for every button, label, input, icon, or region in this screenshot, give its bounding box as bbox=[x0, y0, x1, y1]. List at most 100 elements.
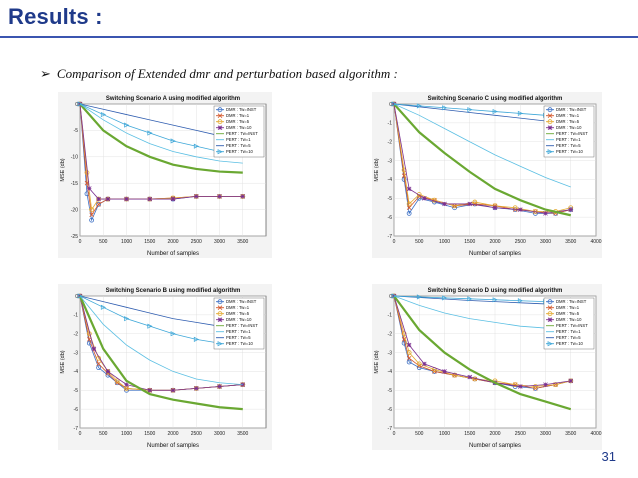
data-point bbox=[217, 384, 222, 389]
series-line bbox=[393, 103, 571, 217]
y-tick-label: -4 bbox=[388, 177, 393, 183]
legend-marker bbox=[217, 317, 223, 322]
data-point bbox=[416, 294, 423, 300]
series-line bbox=[78, 295, 243, 411]
legend-marker bbox=[547, 149, 553, 155]
legend-label: DMR : Tw=1 bbox=[226, 113, 250, 118]
data-point bbox=[96, 365, 101, 371]
arrow-bullet-icon: ➢ bbox=[40, 66, 51, 82]
data-point bbox=[170, 138, 176, 144]
x-tick-label: 500 bbox=[99, 431, 108, 437]
legend-label: PERT : Tw=1 bbox=[556, 329, 581, 334]
legend-label: DMR : Tw=10 bbox=[556, 317, 582, 322]
y-axis-label: MSE (db) bbox=[60, 158, 66, 181]
series-pert-tw-inst bbox=[79, 103, 243, 174]
legend-label: PERT : Tw=5 bbox=[556, 143, 581, 148]
y-tick-label: -7 bbox=[388, 234, 393, 240]
series-pert-tw-inst bbox=[393, 103, 571, 217]
data-point bbox=[492, 205, 498, 210]
series-line bbox=[393, 295, 571, 331]
chart-scenario-d: Switching Scenario D using modified algo… bbox=[372, 284, 602, 450]
data-point bbox=[406, 359, 412, 365]
x-tick-label: 3500 bbox=[565, 431, 576, 437]
data-point bbox=[147, 196, 153, 202]
series-pert-tw-1 bbox=[393, 295, 571, 331]
y-tick-label: -1 bbox=[74, 313, 79, 319]
legend-label: DMR : Tw=5 bbox=[226, 119, 250, 124]
x-tick-label: 1500 bbox=[464, 431, 475, 437]
data-point bbox=[193, 336, 200, 342]
series-pert-tw-1 bbox=[79, 103, 243, 164]
chart-scenario-a: Switching Scenario A using modified algo… bbox=[58, 92, 272, 258]
data-point bbox=[517, 110, 524, 116]
legend-marker bbox=[547, 125, 553, 130]
legend-label: DMR : Tw=INST bbox=[226, 107, 257, 112]
y-tick-label: -4 bbox=[74, 369, 79, 375]
series-pert-tw-1 bbox=[393, 103, 571, 188]
series-line bbox=[79, 103, 243, 174]
legend-marker bbox=[547, 317, 553, 322]
data-point bbox=[147, 130, 153, 136]
x-tick-label: 4000 bbox=[590, 431, 601, 437]
x-tick-label: 3000 bbox=[540, 239, 551, 245]
series-line bbox=[393, 295, 571, 387]
data-point bbox=[467, 201, 473, 207]
legend-box bbox=[213, 105, 265, 158]
y-tick-label: -25 bbox=[71, 234, 78, 240]
data-point bbox=[89, 217, 95, 223]
y-tick-label: -6 bbox=[74, 407, 79, 413]
x-tick-label: 3000 bbox=[540, 431, 551, 437]
x-tick-label: 2000 bbox=[167, 239, 178, 245]
x-tick-label: 2500 bbox=[191, 431, 202, 437]
y-tick-label: 0 bbox=[75, 294, 78, 300]
series-line bbox=[393, 103, 571, 215]
x-tick-label: 0 bbox=[393, 239, 396, 245]
y-axis-label: MSE (db) bbox=[374, 158, 380, 181]
x-axis-label: Number of samples bbox=[469, 443, 521, 449]
data-point bbox=[100, 111, 107, 118]
data-point bbox=[416, 192, 422, 197]
legend-label: PERT : Tw=5 bbox=[226, 143, 251, 148]
legend-marker bbox=[217, 125, 223, 130]
y-tick-label: -20 bbox=[71, 207, 78, 213]
data-point bbox=[86, 340, 92, 346]
data-point bbox=[568, 378, 574, 384]
legend-label: PERT : Tw=10 bbox=[226, 149, 254, 154]
data-point bbox=[492, 108, 498, 115]
data-point bbox=[442, 105, 448, 111]
y-axis-label: MSE (db) bbox=[374, 350, 380, 373]
chart-title: Switching Scenario B using modified algo… bbox=[106, 288, 241, 294]
data-point bbox=[472, 199, 478, 205]
series-pert-tw-1 bbox=[79, 295, 243, 386]
data-point bbox=[467, 374, 473, 380]
x-tick-label: 3000 bbox=[214, 239, 225, 245]
data-point bbox=[467, 107, 473, 113]
y-tick-label: -5 bbox=[74, 388, 79, 394]
x-tick-label: 3500 bbox=[237, 239, 248, 245]
data-point bbox=[170, 331, 176, 337]
data-point bbox=[105, 196, 111, 202]
data-point bbox=[114, 378, 120, 384]
legend-box bbox=[543, 297, 595, 350]
chart-scenario-b: Switching Scenario B using modified algo… bbox=[58, 284, 272, 450]
data-point bbox=[193, 386, 199, 391]
data-point bbox=[147, 388, 153, 393]
legend-label: PERT : Tw=5 bbox=[226, 335, 251, 340]
data-point bbox=[84, 191, 90, 197]
data-point bbox=[442, 369, 447, 374]
legend-label: DMR : Tw=10 bbox=[226, 125, 252, 130]
data-point bbox=[442, 295, 448, 301]
x-tick-label: 1500 bbox=[144, 431, 155, 437]
data-point bbox=[406, 205, 412, 210]
x-tick-label: 2000 bbox=[489, 431, 500, 437]
series-line bbox=[393, 295, 572, 411]
bullet-text: Comparison of Extended dmr and perturbat… bbox=[56, 66, 398, 81]
legend-label: PERT : Tw=10 bbox=[226, 341, 254, 346]
x-axis-label: Number of samples bbox=[147, 443, 199, 449]
data-point bbox=[517, 298, 524, 304]
x-tick-label: 3500 bbox=[565, 239, 576, 245]
series-pert-tw-5 bbox=[393, 295, 571, 306]
legend-marker bbox=[217, 305, 223, 310]
legend-marker bbox=[547, 113, 553, 118]
data-point bbox=[147, 323, 153, 329]
